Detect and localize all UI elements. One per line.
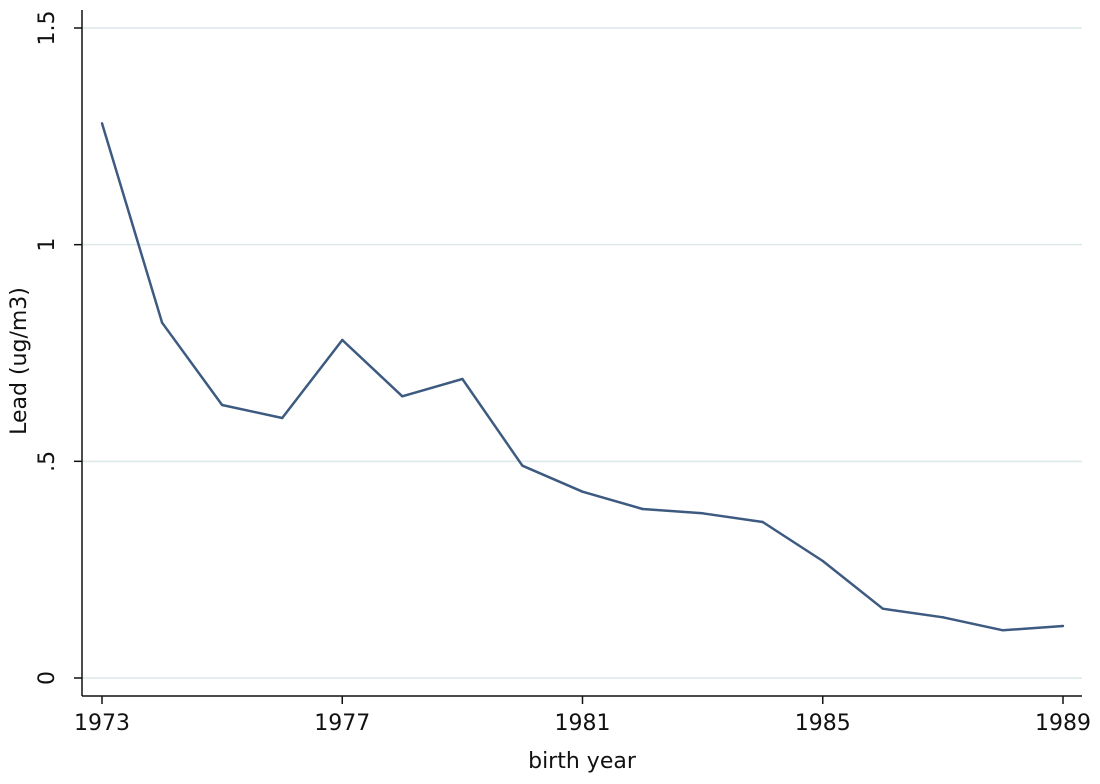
data-point [941,616,945,619]
axes [74,10,1082,704]
data-point [641,507,644,511]
data-point [821,559,824,563]
data-point [881,607,885,610]
data-point [701,512,704,515]
data-point [581,490,584,493]
grid-lines [82,27,1082,679]
x-tick-label: 1977 [314,711,370,736]
data-point [401,395,404,398]
data-point [761,520,764,524]
x-tick-label: 1985 [795,711,851,736]
series-line [100,122,1064,632]
data-point [100,122,104,125]
data-point [1001,629,1005,632]
series-layer [100,122,1065,632]
x-tick-label: 1981 [555,711,611,736]
y-axis-title: Lead (ug/m3) [7,287,32,435]
data-point [220,403,224,407]
data-point [160,321,164,324]
y-tick-label: .5 [35,451,60,472]
x-axis-title: birth year [528,749,637,774]
axis-labels: 0 .5 1 1.5 1973 1977 1981 1985 1989 birth year Lea… [7,11,1091,775]
y-tick-label: 1.5 [35,11,60,46]
y-tick-label: 0 [35,671,60,685]
data-point [1061,624,1065,628]
data-point [521,464,524,467]
x-tick-label: 1973 [74,711,130,736]
data-point [461,377,464,381]
data-point [280,416,284,420]
data-point [341,338,344,342]
x-tick-label: 1989 [1035,711,1091,736]
y-tick-label: 1 [35,238,60,252]
